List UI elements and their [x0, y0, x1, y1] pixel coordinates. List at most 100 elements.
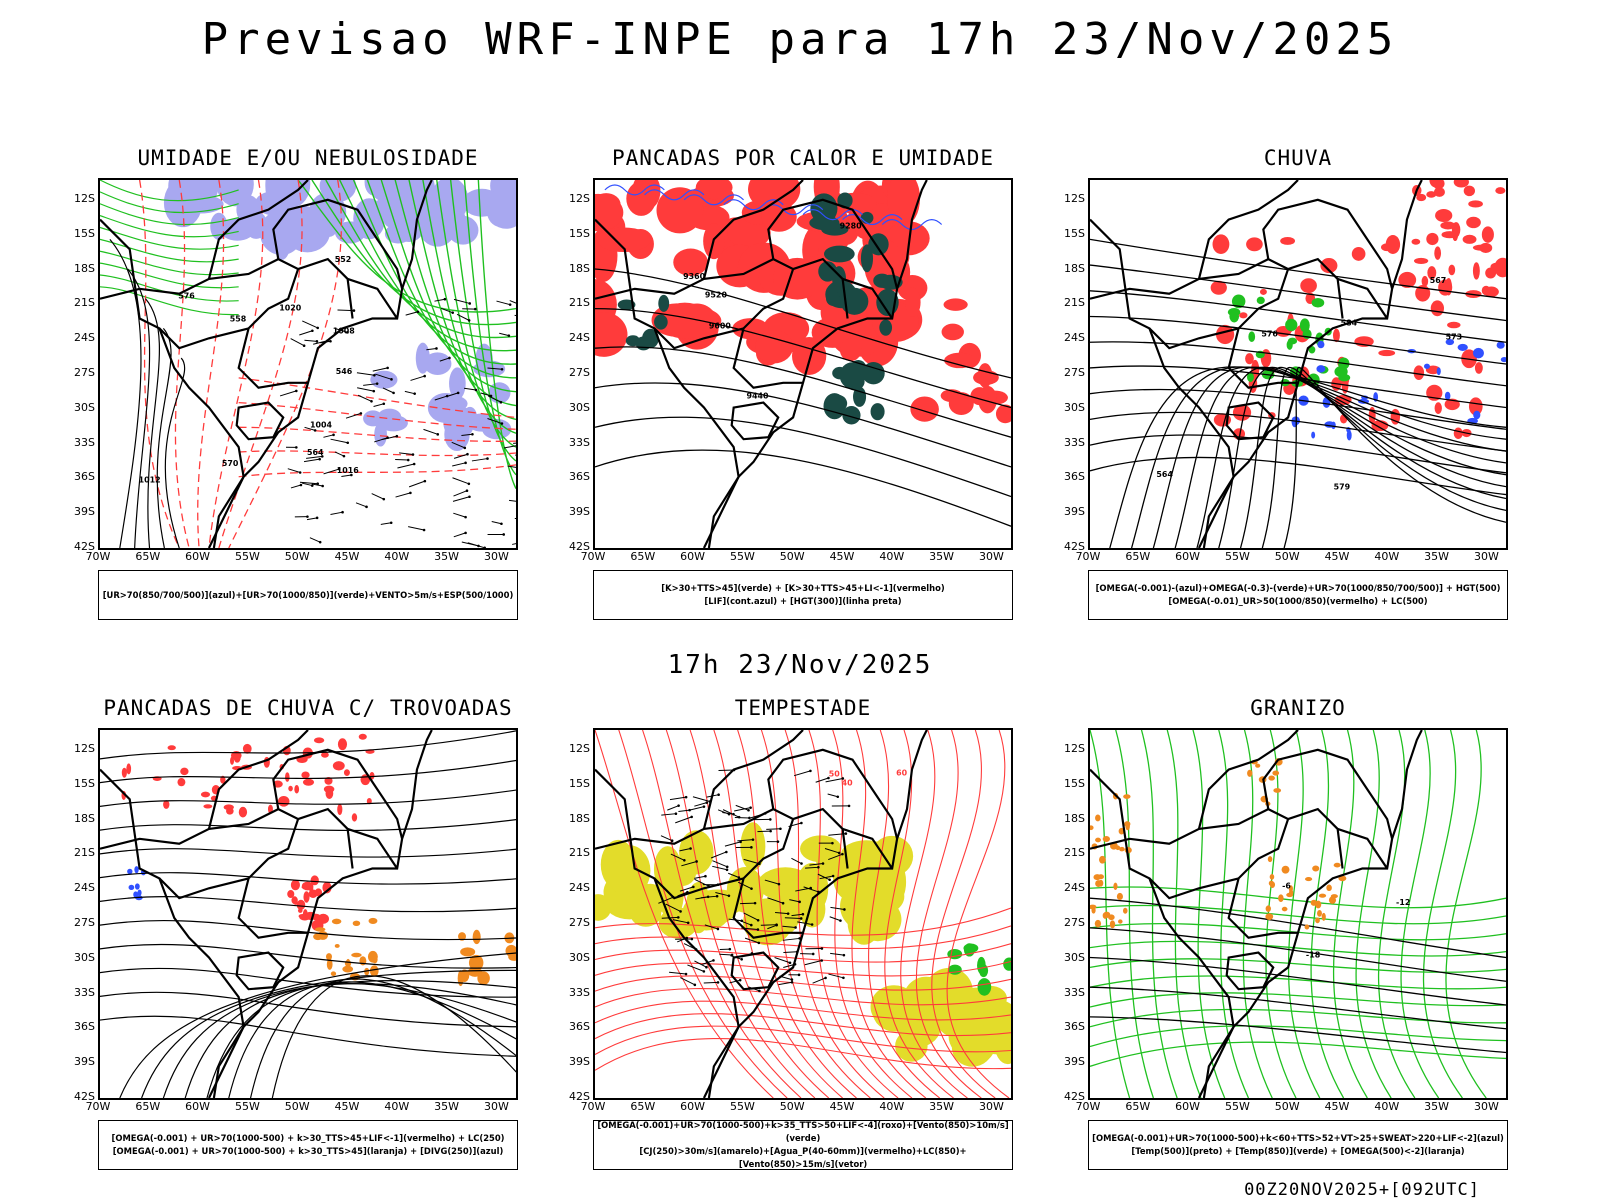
storm-area-red	[343, 769, 350, 776]
storm-area-orange	[314, 927, 326, 932]
storm-area-red	[301, 771, 310, 779]
omega-area-orange	[1095, 814, 1101, 822]
wind-vector	[410, 374, 426, 381]
rain-area-blue	[1436, 367, 1441, 376]
wind-vector	[399, 452, 415, 456]
storm-area-orange	[372, 955, 378, 964]
wind-area-green	[977, 978, 992, 996]
lat-tick: 18S	[569, 811, 590, 825]
wind-vector	[829, 916, 842, 922]
lat-tick: 24S	[74, 881, 95, 895]
hgt300-contour	[595, 346, 1011, 438]
streamline	[184, 983, 516, 1098]
instability-area-green	[868, 233, 889, 256]
omega-area-orange	[1315, 917, 1320, 924]
instability-area-red	[695, 180, 733, 200]
wind-vector	[306, 516, 319, 521]
wind-vector	[355, 502, 368, 509]
humidity-area-blue	[439, 190, 463, 233]
humidity-contour-green	[311, 180, 516, 326]
wind-vector	[408, 526, 426, 532]
wind-vector	[739, 920, 753, 927]
wind-vector	[805, 947, 824, 950]
rain-area-blue	[1346, 430, 1352, 441]
rain-area-red	[1413, 365, 1425, 381]
storm-area-red	[288, 785, 293, 792]
contour-label: 576	[178, 292, 195, 301]
storm-area-red	[233, 752, 241, 763]
omega-area-orange	[1102, 836, 1111, 842]
wind-vector	[462, 307, 477, 311]
lat-tick: 27S	[569, 366, 590, 379]
storm-area-red	[126, 763, 132, 775]
wind-vector	[453, 452, 469, 459]
wind-vector	[760, 923, 778, 926]
wind-vector	[791, 857, 803, 865]
rain-area-green	[1299, 318, 1310, 333]
wind-vector	[694, 960, 708, 969]
omega-area-orange	[1281, 906, 1288, 912]
precip-water-red	[595, 943, 1011, 963]
precip-water-red	[689, 730, 830, 1098]
wind-vector	[753, 818, 772, 821]
instability-area-green	[842, 406, 861, 425]
temp500-contour	[1090, 956, 1506, 1006]
storm-area-red	[290, 879, 300, 891]
lon-tick: 70W	[85, 550, 111, 563]
lon-tick: 40W	[879, 1100, 905, 1113]
lon-tick: 60W	[1175, 550, 1201, 563]
rain-area-green	[1286, 339, 1293, 350]
lat-tick: 21S	[569, 846, 590, 860]
lon-tick: 55W	[234, 1100, 260, 1113]
legend-line: [OMEGA(-0.001)-(azul)+OMEGA(-0.3)-(verde…	[1095, 583, 1501, 593]
wind-vector	[487, 395, 503, 404]
lat-tick: 21S	[1064, 296, 1085, 310]
streamline	[100, 967, 516, 998]
pressure-contour	[156, 327, 172, 548]
lat-tick: 36S	[569, 470, 590, 484]
jet-area-yellow	[951, 1028, 993, 1067]
lon-tick: 50W	[1274, 550, 1300, 563]
legend-tempestade: [OMEGA(-0.001)+UR>70(1000-500)+k>35_TTS>…	[593, 1120, 1013, 1170]
instability-area-red	[595, 193, 624, 232]
temp850-contour-green	[1090, 886, 1506, 909]
omega-area-orange	[1333, 862, 1341, 868]
storm-area-red	[220, 775, 226, 784]
rain-area-red	[1351, 246, 1366, 261]
wind-vector	[451, 441, 467, 450]
precip-water-red	[900, 730, 968, 1098]
rain-area-red	[1416, 193, 1427, 202]
wind-vector	[678, 808, 691, 813]
lat-tick: 24S	[1064, 881, 1085, 895]
storm-area-blue	[134, 866, 139, 874]
wind-vector	[356, 372, 376, 377]
rain-area-red	[1210, 280, 1227, 295]
temp850-contour-green	[1090, 904, 1506, 925]
humidity-contour-green	[408, 180, 516, 421]
lon-tick: 35W	[434, 550, 460, 563]
wind-vector	[464, 387, 478, 392]
wind-vector	[515, 454, 516, 456]
wind-vector	[766, 840, 780, 843]
omega-area-orange	[1281, 865, 1290, 874]
legend-line: [UR>70(850/700/500)](azul)+[UR>70(1000/8…	[102, 589, 514, 600]
rain-area-red	[1385, 235, 1401, 254]
humidity-area-blue	[473, 360, 506, 378]
streamline	[100, 991, 516, 1028]
omega-area-orange	[1103, 911, 1111, 918]
streamline	[119, 952, 516, 1098]
lon-tick: 45W	[829, 1100, 855, 1113]
temp850-contour-green	[1400, 730, 1440, 1098]
jet-area-yellow	[635, 883, 666, 918]
temp850-contour-green	[1140, 730, 1178, 1098]
hgt500-contour	[1218, 366, 1506, 548]
omega-area-orange	[1272, 770, 1280, 776]
instability-area-green	[654, 314, 668, 330]
temp850-contour-green	[1090, 940, 1506, 957]
omega-area-orange	[1269, 874, 1275, 880]
wind-vector	[660, 835, 674, 842]
humidity-area-blue	[220, 218, 255, 241]
rain-area-red	[1320, 258, 1338, 274]
hgt500-contour	[1152, 366, 1506, 548]
rain-area-red	[1433, 187, 1445, 197]
